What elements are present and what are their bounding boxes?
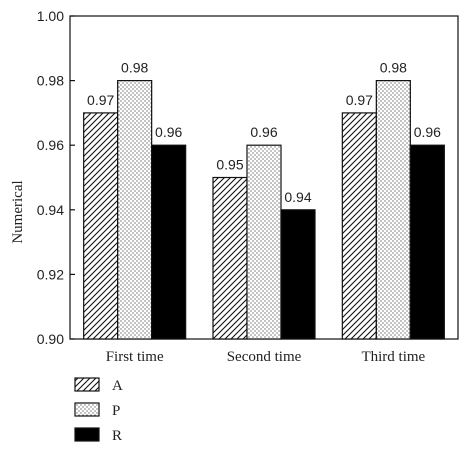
y-tick-label: 1.00 (37, 8, 64, 24)
bar-P-2 (246, 144, 282, 340)
bar-P-3 (375, 79, 411, 340)
x-category-label: First time (106, 349, 164, 365)
y-tick-label: 0.96 (37, 137, 64, 153)
bar-A-3 (341, 112, 377, 340)
bar-A-1 (83, 112, 119, 340)
y-axis-title: Numerical (10, 180, 26, 243)
y-tick-label: 0.90 (37, 331, 64, 347)
x-category-label: Third time (361, 349, 425, 365)
y-tick-label: 0.92 (37, 266, 64, 282)
bar-A-2 (212, 176, 248, 340)
x-category-label: Second time (227, 349, 302, 365)
bar-R-3 (409, 144, 445, 340)
bar-R-1 (151, 144, 187, 340)
data-label: 0.96 (414, 124, 441, 140)
legend-swatch-P (74, 402, 100, 417)
data-label: 0.94 (284, 189, 311, 205)
data-label: 0.97 (346, 92, 373, 108)
legend-label: R (112, 428, 122, 444)
legend-swatch-R (74, 427, 100, 442)
y-axis: 0.90 0.92 0.94 0.96 0.98 1.00 (37, 8, 75, 347)
legend-swatch-A (74, 377, 100, 392)
bar-R-2 (280, 209, 316, 340)
data-label: 0.96 (250, 124, 277, 140)
bars: 0.97 0.98 0.96 0.95 0.96 0.94 0.97 0.98 0.96 (83, 60, 445, 340)
y-tick-label: 0.98 (37, 73, 64, 89)
data-label: 0.97 (87, 92, 114, 108)
legend-label: P (112, 403, 120, 419)
x-axis: First time Second time Third time (106, 349, 426, 365)
data-label: 0.98 (380, 60, 407, 76)
legend: APR (74, 377, 123, 444)
data-label: 0.98 (121, 60, 148, 76)
data-label: 0.96 (155, 124, 182, 140)
legend-label: A (112, 378, 123, 394)
y-tick-label: 0.94 (37, 202, 64, 218)
bar-P-1 (117, 79, 153, 340)
data-label: 0.95 (216, 157, 243, 173)
